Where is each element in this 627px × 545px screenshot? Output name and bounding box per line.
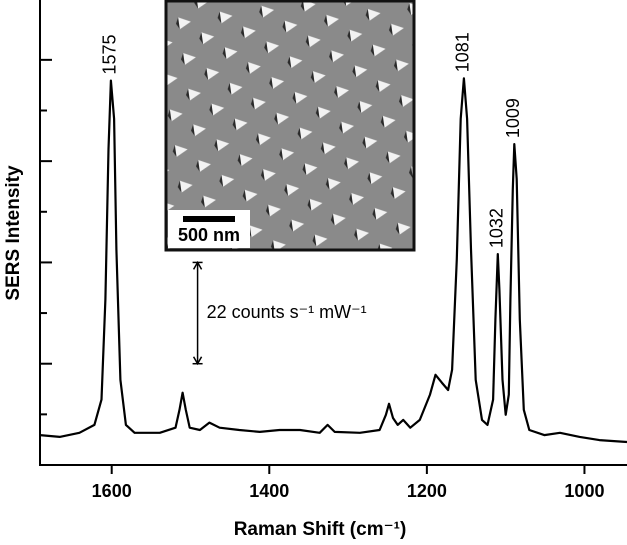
scale-bar-inset	[183, 216, 235, 222]
scale-label: 500 nm	[178, 225, 240, 245]
x-tick-label: 1600	[92, 481, 132, 501]
x-tick-label: 1400	[249, 481, 289, 501]
x-tick-label: 1000	[564, 481, 604, 501]
page: 500 nm Raman Shift (cm⁻¹) SERS Intensity…	[0, 0, 627, 545]
peak-label: 1081	[453, 32, 473, 72]
chart: 500 nm Raman Shift (cm⁻¹) SERS Intensity…	[0, 0, 627, 545]
scale-bar-label: 22 counts s⁻¹ mW⁻¹	[207, 302, 367, 322]
inset: 500 nm	[166, 1, 414, 250]
peak-label: 1032	[487, 208, 507, 248]
peak-label: 1009	[503, 98, 523, 138]
x-axis-label: Raman Shift (cm⁻¹)	[234, 519, 407, 540]
y-axis-label: SERS Intensity	[3, 165, 24, 301]
x-tick-label: 1200	[407, 481, 447, 501]
peak-label: 1575	[100, 35, 120, 75]
